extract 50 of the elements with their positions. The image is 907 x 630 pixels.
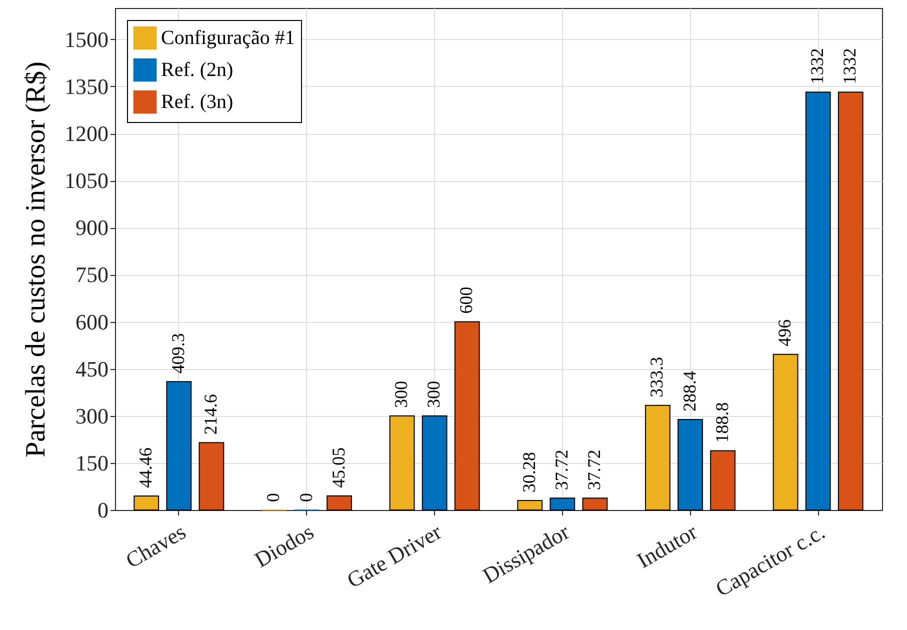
y-tick-label: 0	[98, 498, 108, 522]
bar	[389, 415, 415, 510]
data-label: 0	[296, 493, 316, 502]
y-tick-label: 1500	[64, 26, 108, 52]
bar	[517, 500, 543, 510]
data-label: 1332	[807, 48, 828, 84]
data-label: 300	[424, 380, 444, 408]
data-label: 1332	[840, 48, 860, 84]
data-label: 409.3	[168, 333, 188, 374]
data-label: 300	[391, 380, 412, 408]
data-label: 30.28	[518, 452, 539, 492]
bar	[422, 415, 448, 510]
y-tick-label: 900	[76, 215, 108, 240]
y-tick-label: 1050	[64, 168, 108, 194]
data-label: 45.05	[328, 447, 348, 488]
bar	[678, 419, 703, 510]
data-label: 0	[263, 493, 284, 502]
data-label: 496	[774, 319, 795, 346]
y-tick-label: 450	[76, 356, 108, 382]
legend-label: Ref. (2n)	[161, 59, 234, 81]
x-tick-label: Gate Driver	[342, 518, 446, 593]
bar	[326, 495, 352, 510]
bar	[710, 450, 736, 510]
data-label: 37.72	[584, 450, 604, 490]
y-tick-label: 300	[76, 403, 108, 428]
bar	[550, 498, 576, 510]
y-tick-label: 1200	[64, 121, 108, 146]
y-tick-label: 1350	[64, 74, 108, 99]
data-label: 288.4	[679, 371, 700, 412]
data-label: 333.3	[646, 356, 667, 398]
bar	[838, 92, 864, 510]
bar	[772, 354, 798, 510]
data-label: 188.8	[712, 402, 732, 443]
y-tick-label: 750	[76, 262, 108, 288]
data-label: 214.6	[200, 394, 220, 435]
y-axis-title: Parcelas de custos no inversor (R$)	[20, 62, 52, 458]
bar	[645, 404, 670, 510]
bar	[134, 496, 160, 510]
bar	[454, 321, 480, 510]
data-label: 37.72	[551, 450, 572, 490]
data-label: 44.46	[135, 448, 156, 488]
legend-label: Configuração #1	[161, 27, 295, 49]
bar	[805, 92, 831, 510]
bar	[198, 442, 224, 510]
bar	[582, 498, 608, 510]
y-tick-label: 150	[76, 450, 108, 476]
data-label: 600	[456, 286, 476, 314]
bar	[166, 381, 192, 510]
y-tick-label: 600	[76, 309, 108, 334]
legend-label: Ref. (3n)	[161, 91, 234, 113]
